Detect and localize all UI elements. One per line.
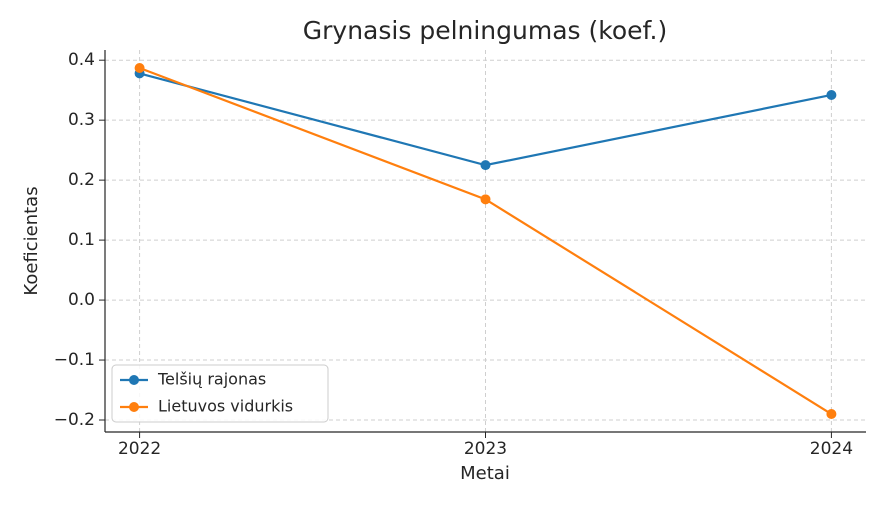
data-point	[480, 160, 491, 171]
x-axis-label: Metai	[460, 463, 510, 484]
legend: Telšių rajonas Lietuvos vidurkis	[111, 364, 329, 423]
y-tick-label: −0.2	[54, 410, 95, 430]
x-tick-label: 2023	[464, 439, 507, 459]
legend-label: Lietuvos vidurkis	[158, 397, 293, 416]
x-tick-label: 2022	[118, 439, 161, 459]
chart-title: Grynasis pelningumas (koef.)	[303, 16, 667, 45]
y-tick-label: 0.2	[68, 170, 95, 190]
y-tick-label: 0.1	[68, 230, 95, 250]
data-point	[826, 409, 837, 420]
y-tick-label: 0.3	[68, 110, 95, 130]
data-point	[826, 89, 837, 100]
legend-marker	[129, 402, 139, 412]
y-tick-label: 0.0	[68, 290, 95, 310]
y-tick-label: −0.1	[54, 350, 95, 370]
y-tick-label: 0.4	[68, 50, 95, 70]
y-axis-label: Koeficientas	[21, 186, 42, 295]
data-point	[480, 194, 491, 205]
data-point	[134, 62, 145, 73]
legend-label: Telšių rajonas	[157, 370, 266, 389]
legend-box	[111, 364, 329, 423]
legend-marker	[129, 375, 139, 385]
x-tick-label: 2024	[810, 439, 853, 459]
